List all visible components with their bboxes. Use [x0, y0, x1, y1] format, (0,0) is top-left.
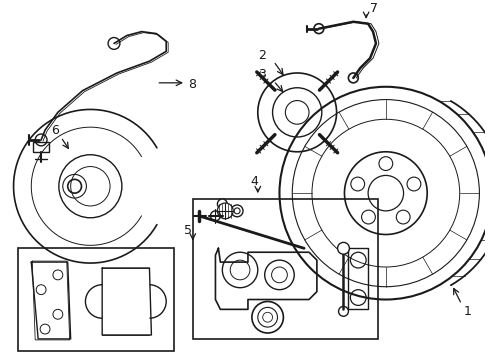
Text: 5: 5 — [183, 224, 191, 237]
Text: 2: 2 — [257, 49, 265, 62]
Bar — [33, 142, 49, 152]
Circle shape — [217, 199, 227, 209]
Text: 1: 1 — [463, 305, 470, 318]
Text: 7: 7 — [369, 3, 377, 15]
Text: 4: 4 — [249, 175, 257, 188]
Text: 8: 8 — [187, 78, 196, 91]
Bar — [192, 199, 377, 339]
Text: 6: 6 — [51, 123, 59, 136]
Circle shape — [337, 242, 349, 254]
Text: 3: 3 — [257, 68, 265, 81]
Circle shape — [217, 203, 233, 219]
Bar — [19, 248, 174, 351]
